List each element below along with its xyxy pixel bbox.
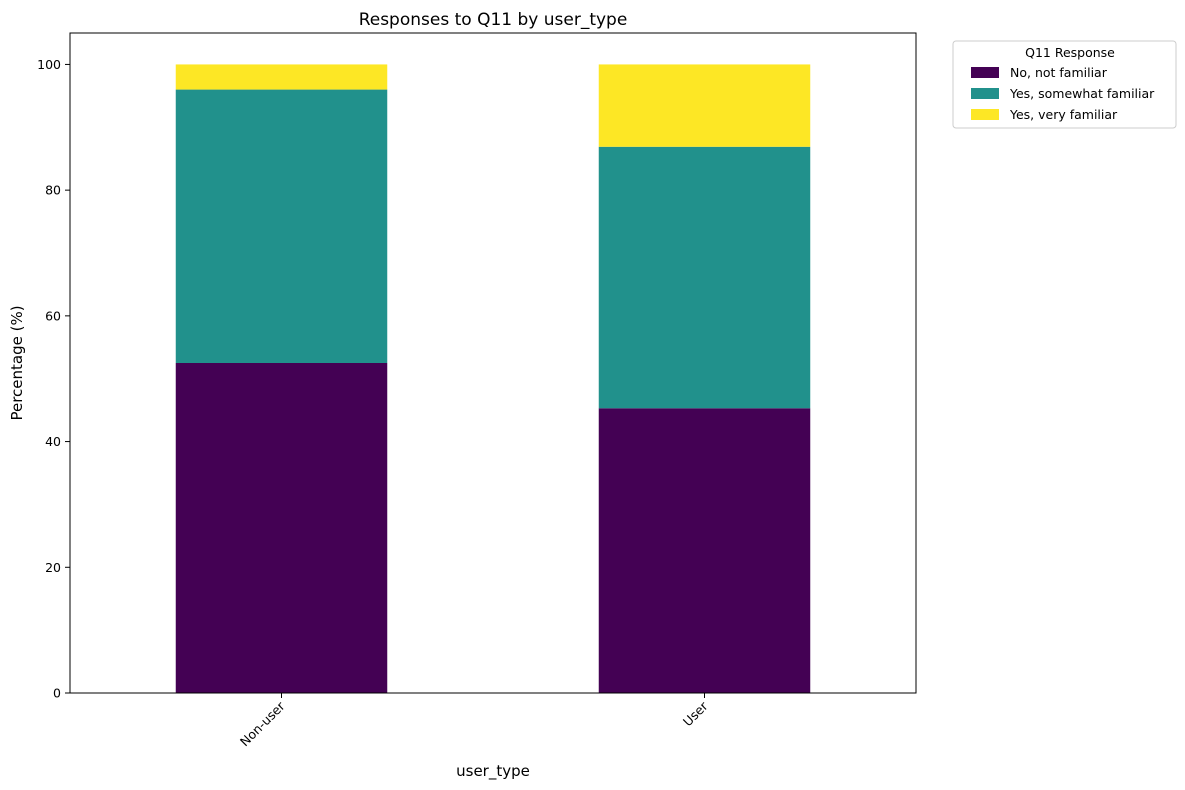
- legend-swatch: [971, 67, 999, 78]
- bar-user-series-1: [598, 146, 811, 409]
- x-tick-label: Non-user: [237, 698, 288, 749]
- bar-non-user-series-1: [175, 89, 388, 364]
- legend-frame: [952, 40, 1177, 129]
- x-axis-label: user_type: [456, 762, 530, 781]
- bar-user-series-2: [598, 64, 811, 147]
- bar-user-series-0: [598, 408, 811, 693]
- y-tick-label: 20: [45, 560, 61, 575]
- bar-non-user-series-0: [175, 363, 388, 693]
- legend-items: No, not familiar Yes, somewhat familiar Ye…: [971, 65, 1155, 122]
- legend-swatch: [971, 88, 999, 99]
- legend: Q11 Response No, not familiar Yes, somewh…: [952, 40, 1177, 129]
- chart-title: Responses to Q11 by user_type: [359, 10, 628, 30]
- legend-label: Yes, very familiar: [1009, 107, 1118, 122]
- legend-swatch: [971, 109, 999, 120]
- y-tick-label: 0: [53, 686, 61, 701]
- y-tick-label: 80: [45, 183, 61, 198]
- legend-label: Yes, somewhat familiar: [1009, 86, 1155, 101]
- x-tick-label: User: [680, 698, 711, 729]
- y-tick-label: 100: [37, 57, 61, 72]
- y-axis: 0 20 40 60 80 100: [37, 57, 70, 701]
- plot-frame: [69, 32, 917, 694]
- bar-non-user-series-2: [175, 64, 388, 90]
- bars-layer: [175, 64, 811, 693]
- legend-label: No, not familiar: [1010, 65, 1108, 80]
- y-tick-label: 40: [45, 434, 61, 449]
- y-tick-label: 60: [45, 308, 61, 323]
- legend-title: Q11 Response: [1025, 45, 1115, 60]
- y-axis-label: Percentage (%): [8, 305, 26, 420]
- x-axis: Non-user User: [237, 693, 711, 749]
